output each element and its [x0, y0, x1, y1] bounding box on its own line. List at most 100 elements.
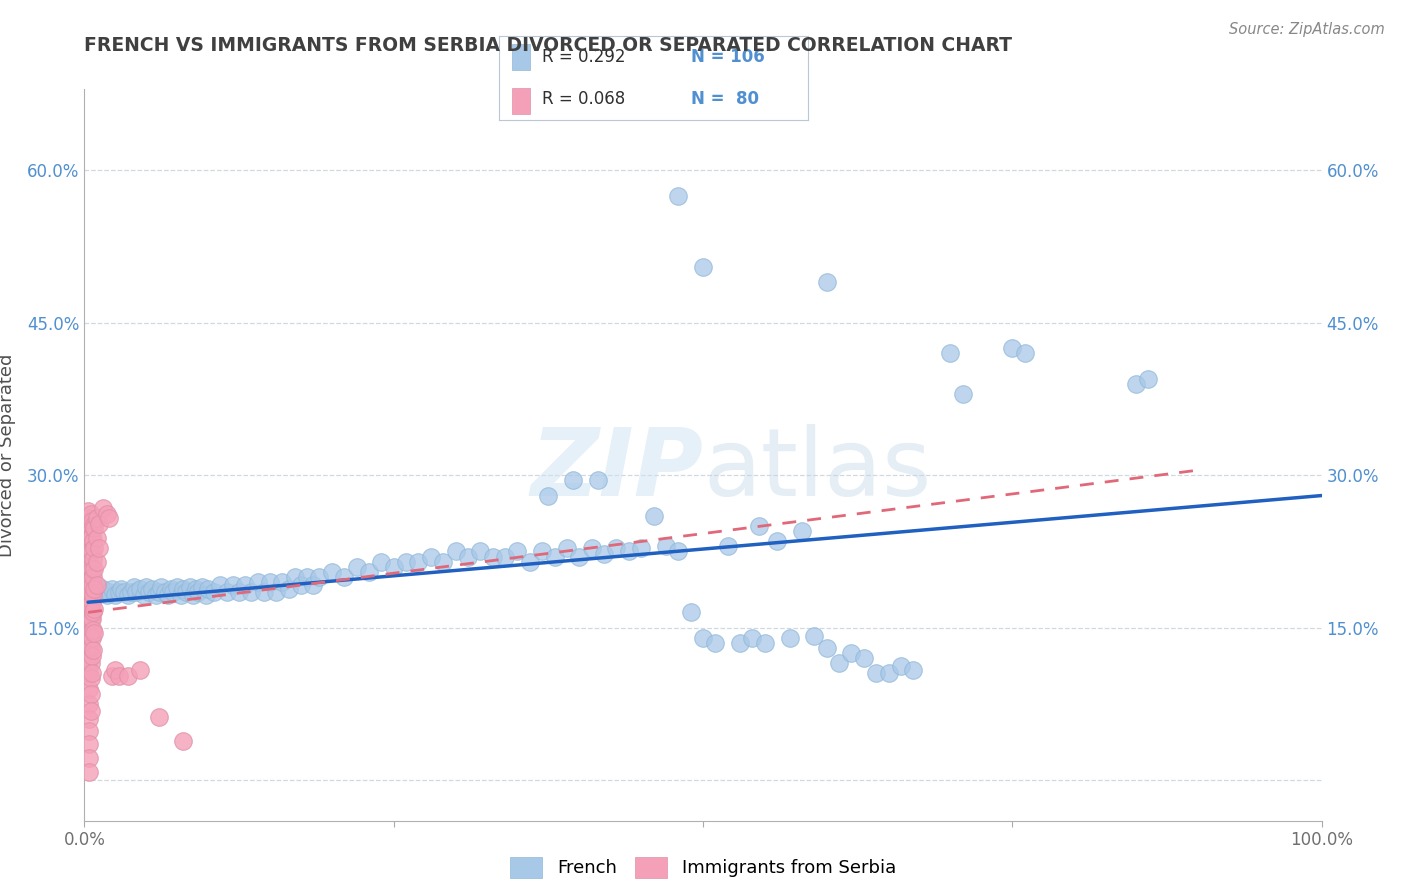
- Point: [191, 580, 214, 594]
- Point: [82, 570, 104, 584]
- Y-axis label: Divorced or Separated: Divorced or Separated: [0, 353, 15, 557]
- Point: [104, 663, 127, 677]
- Point: [82, 623, 104, 637]
- Point: [333, 570, 356, 584]
- Legend: French, Immigrants from Serbia: French, Immigrants from Serbia: [503, 849, 903, 885]
- Point: [117, 669, 139, 683]
- Point: [666, 544, 689, 558]
- Point: [865, 666, 887, 681]
- Point: [79, 600, 101, 615]
- Point: [82, 551, 104, 566]
- Point: [79, 656, 101, 670]
- Point: [779, 631, 801, 645]
- Point: [370, 555, 392, 569]
- Point: [98, 585, 121, 599]
- Point: [83, 602, 105, 616]
- Point: [100, 669, 122, 683]
- Point: [277, 582, 299, 596]
- Bar: [512, 88, 530, 113]
- Point: [506, 544, 529, 558]
- Point: [321, 565, 343, 579]
- Point: [346, 559, 368, 574]
- Point: [89, 541, 111, 556]
- Point: [952, 387, 974, 401]
- Point: [79, 764, 101, 779]
- Point: [129, 663, 152, 677]
- Point: [728, 636, 751, 650]
- Point: [79, 588, 101, 602]
- Point: [79, 738, 101, 752]
- Point: [138, 585, 160, 599]
- Point: [494, 549, 516, 564]
- Point: [246, 574, 269, 589]
- Point: [704, 636, 727, 650]
- Point: [1137, 372, 1160, 386]
- Point: [419, 549, 441, 564]
- Text: ZIP: ZIP: [530, 424, 703, 516]
- Point: [98, 511, 121, 525]
- Point: [170, 588, 193, 602]
- Point: [717, 539, 740, 553]
- Point: [79, 572, 101, 586]
- Point: [129, 582, 152, 596]
- Point: [79, 653, 101, 667]
- Point: [174, 585, 197, 599]
- Point: [80, 666, 103, 681]
- Point: [803, 629, 825, 643]
- Point: [79, 681, 101, 696]
- Point: [302, 578, 325, 592]
- Point: [79, 555, 101, 569]
- Point: [79, 712, 101, 726]
- Point: [202, 585, 225, 599]
- Text: atlas: atlas: [703, 424, 931, 516]
- Point: [110, 582, 132, 596]
- Point: [80, 649, 103, 664]
- Point: [692, 631, 714, 645]
- Point: [444, 544, 467, 558]
- Point: [77, 504, 100, 518]
- Point: [357, 565, 380, 579]
- Point: [79, 697, 101, 711]
- Point: [80, 613, 103, 627]
- Point: [593, 548, 616, 562]
- Point: [79, 704, 101, 718]
- Point: [148, 710, 170, 724]
- Point: [79, 666, 101, 681]
- Point: [228, 585, 250, 599]
- Point: [264, 585, 287, 599]
- Point: [100, 582, 122, 596]
- Point: [555, 541, 578, 556]
- Text: R = 0.068: R = 0.068: [543, 90, 626, 108]
- Point: [692, 260, 714, 274]
- Point: [295, 570, 318, 584]
- Point: [122, 580, 145, 594]
- Point: [79, 724, 101, 739]
- Point: [790, 524, 813, 538]
- Point: [828, 656, 851, 670]
- Point: [562, 473, 585, 487]
- Point: [77, 511, 100, 525]
- Point: [91, 500, 114, 515]
- Point: [271, 574, 294, 589]
- Point: [153, 585, 176, 599]
- Point: [643, 508, 665, 523]
- Point: [82, 643, 104, 657]
- Point: [82, 588, 104, 602]
- Point: [877, 666, 900, 681]
- Point: [166, 580, 188, 594]
- Point: [79, 613, 101, 627]
- Point: [79, 574, 101, 589]
- Point: [80, 529, 103, 543]
- Point: [79, 672, 101, 686]
- Point: [543, 549, 565, 564]
- Point: [240, 585, 263, 599]
- Point: [79, 625, 101, 640]
- Point: [586, 473, 609, 487]
- Point: [531, 544, 554, 558]
- Point: [172, 582, 194, 596]
- Point: [890, 659, 912, 673]
- Point: [79, 531, 101, 545]
- Point: [841, 646, 863, 660]
- Point: [125, 585, 148, 599]
- Point: [222, 578, 245, 592]
